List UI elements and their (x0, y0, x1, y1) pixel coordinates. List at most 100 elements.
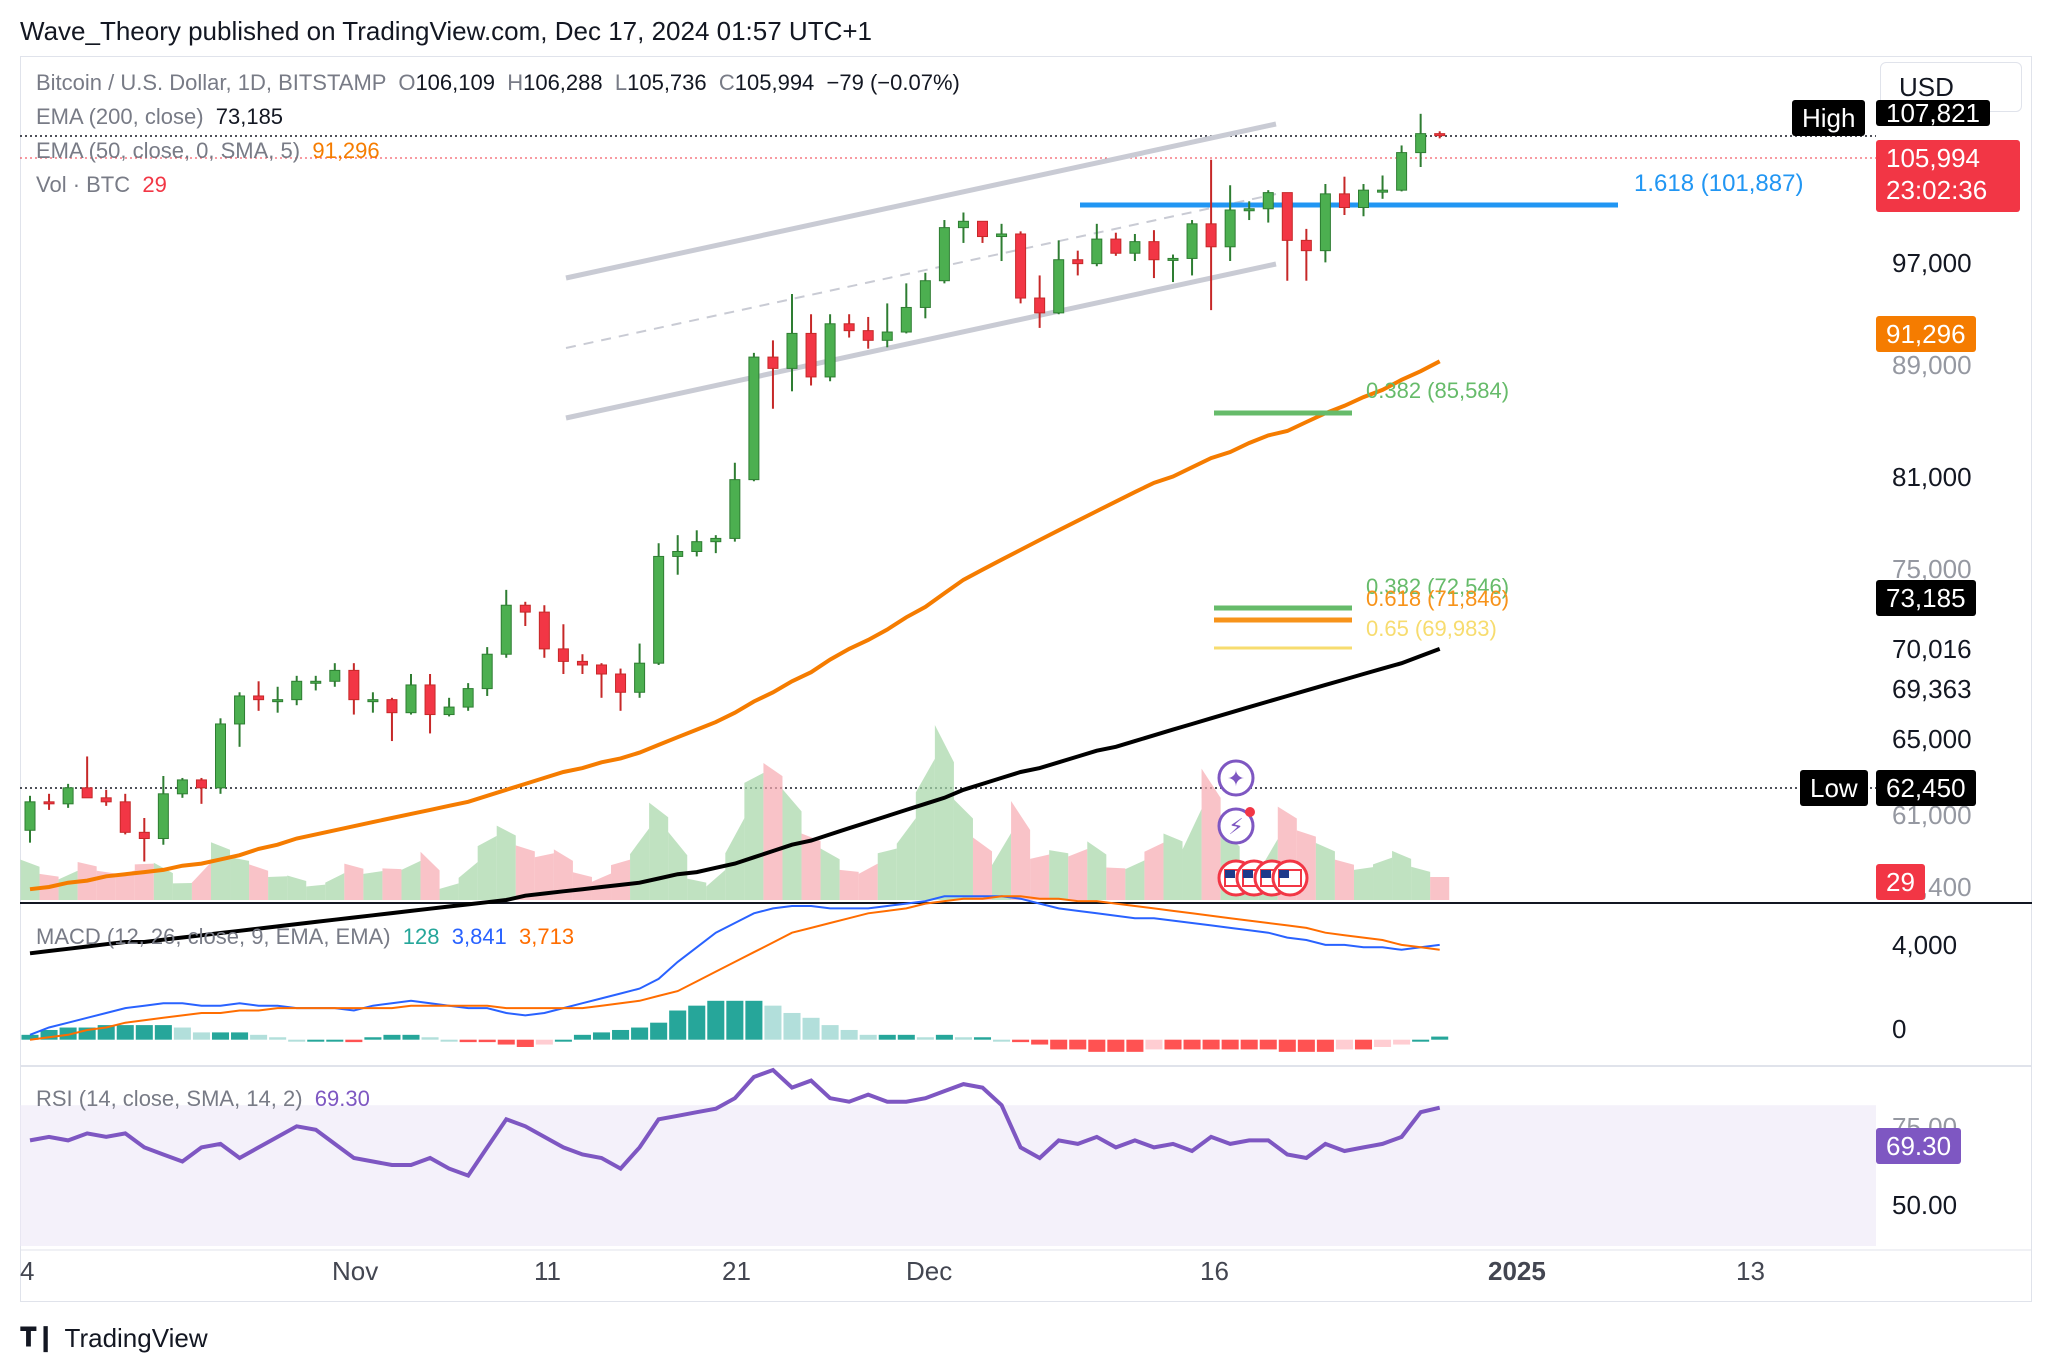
candle-body (1015, 233, 1027, 299)
symbol-name[interactable]: Bitcoin / U.S. Dollar, 1D, BITSTAMP (36, 70, 387, 95)
macd-histogram-bar (497, 1039, 515, 1045)
candle-body (900, 306, 912, 333)
trend-channel (565, 121, 1277, 421)
tradingview-logo-icon: 𝐓❙ (20, 1322, 57, 1352)
macd-histogram-bar (764, 1005, 782, 1040)
candle-body (1243, 208, 1255, 212)
macd-histogram-bar (173, 1027, 191, 1040)
candle-body (195, 779, 207, 789)
time-axis-label: Dec (906, 1256, 953, 1286)
rsi-pane (20, 1067, 1876, 1246)
volume-bar (725, 818, 745, 900)
ema50-legend[interactable]: EMA (50, close, 0, SMA, 5) 91,296 (36, 138, 380, 164)
candle-body (43, 801, 55, 805)
volume-legend[interactable]: Vol · BTC 29 (36, 172, 167, 198)
price-axis-label: 81,000 (1892, 462, 1972, 492)
candle-body (748, 356, 760, 481)
candle-body (1396, 152, 1408, 191)
candle-body (329, 669, 341, 682)
tradingview-logo[interactable]: 𝐓❙ TradingView (20, 1322, 208, 1354)
macd-histogram-bar (478, 1039, 496, 1043)
high-value: 106,288 (523, 70, 603, 95)
macd-histogram-bar (669, 1010, 687, 1040)
high-tag: High (1792, 100, 1866, 136)
macd-histogram-bar (802, 1017, 820, 1040)
candle-body (1167, 257, 1179, 261)
volume-bar (611, 859, 631, 900)
volume-bar (1144, 842, 1164, 900)
volume-bar (1106, 867, 1126, 900)
candle-countdown: 23:02:36 (1886, 175, 1988, 205)
macd-histogram-bar (1393, 1039, 1411, 1045)
candle-body (310, 680, 322, 684)
macd-axis-label: 4,000 (1892, 930, 1958, 960)
candle-body (862, 330, 874, 341)
volume-bar (934, 725, 954, 900)
candle-body (957, 220, 969, 229)
fib-levels (1080, 202, 1618, 650)
macd-histogram-bar (135, 1025, 153, 1040)
channel-mid-line (565, 193, 1277, 349)
candle-body (596, 664, 607, 675)
rsi-label: RSI (14, close, SMA, 14, 2) (36, 1086, 303, 1111)
candle-body (291, 680, 303, 701)
low-value: 105,736 (627, 70, 707, 95)
macd-histogram-bar (631, 1027, 649, 1040)
volume-bar (363, 871, 383, 900)
ema200-line (29, 647, 1441, 956)
macd-label: MACD (12, 26, close, 9, EMA, EMA) (36, 924, 391, 949)
volume-bar (1353, 867, 1374, 900)
macd-legend[interactable]: MACD (12, 26, close, 9, EMA, EMA) 128 3,… (36, 924, 574, 950)
candle-body (500, 604, 512, 655)
macd-histogram-bar (192, 1032, 210, 1040)
macd-histogram-bar (954, 1037, 972, 1040)
fib-label-0382-upper: 0.382 (85,584) (1366, 378, 1510, 403)
macd-line (29, 895, 1440, 1036)
channel-upper-line (565, 121, 1277, 281)
volume-bar (858, 863, 878, 900)
fib-label-065: 0.65 (69,983) (1366, 616, 1497, 641)
volume-bar (230, 857, 250, 900)
volume-bar (1030, 854, 1050, 900)
macd-histogram-bar (783, 1012, 801, 1040)
macd-histogram-bar (650, 1022, 668, 1040)
candle-body (138, 831, 150, 840)
price-axis-label: 97,000 (1892, 248, 1972, 278)
macd-signal-value: 3,713 (519, 924, 575, 949)
candle-body (1281, 192, 1293, 241)
fib-label-0382-lower: 0.382 (72,546) (1366, 574, 1510, 599)
volume-bar (344, 863, 364, 900)
candle-body (977, 220, 988, 238)
volume-bar (1430, 877, 1450, 900)
candle-body (729, 479, 741, 539)
volume-value: 29 (142, 172, 167, 197)
macd-histogram-bar (1164, 1039, 1182, 1050)
volume-bar (249, 864, 269, 900)
time-axis-label: 2025 (1488, 1256, 1546, 1286)
volume-bar (401, 860, 421, 900)
volume-bar (134, 863, 154, 900)
lightning-event-icon (1217, 807, 1255, 845)
macd-histogram-bar (1278, 1039, 1296, 1052)
volume-bar (553, 849, 573, 900)
volume-bar (115, 870, 135, 900)
ema200-legend[interactable]: EMA (200, close) 73,185 (36, 104, 283, 130)
volume-bar (972, 837, 993, 900)
rsi-axis-label: 50.00 (1892, 1190, 1958, 1220)
ema50-line (29, 359, 1441, 892)
candle-body (1415, 133, 1427, 154)
rsi-legend[interactable]: RSI (14, close, SMA, 14, 2) 69.30 (36, 1086, 370, 1112)
ema50-label: EMA (50, close, 0, SMA, 5) (36, 138, 301, 163)
volume-bar (1315, 843, 1335, 900)
macd-histogram-bar (326, 1039, 344, 1042)
volume-bars (20, 725, 1450, 900)
macd-histogram-bar (1183, 1039, 1201, 1050)
macd-histogram-bar (726, 1000, 744, 1040)
macd-histogram-bar (345, 1039, 363, 1043)
macd-histogram-bar (1316, 1039, 1334, 1052)
macd-line-value: 3,841 (451, 924, 507, 949)
macd-histogram-bar (612, 1029, 630, 1040)
macd-histogram-bar (573, 1034, 591, 1040)
macd-histogram-bar (59, 1027, 77, 1040)
